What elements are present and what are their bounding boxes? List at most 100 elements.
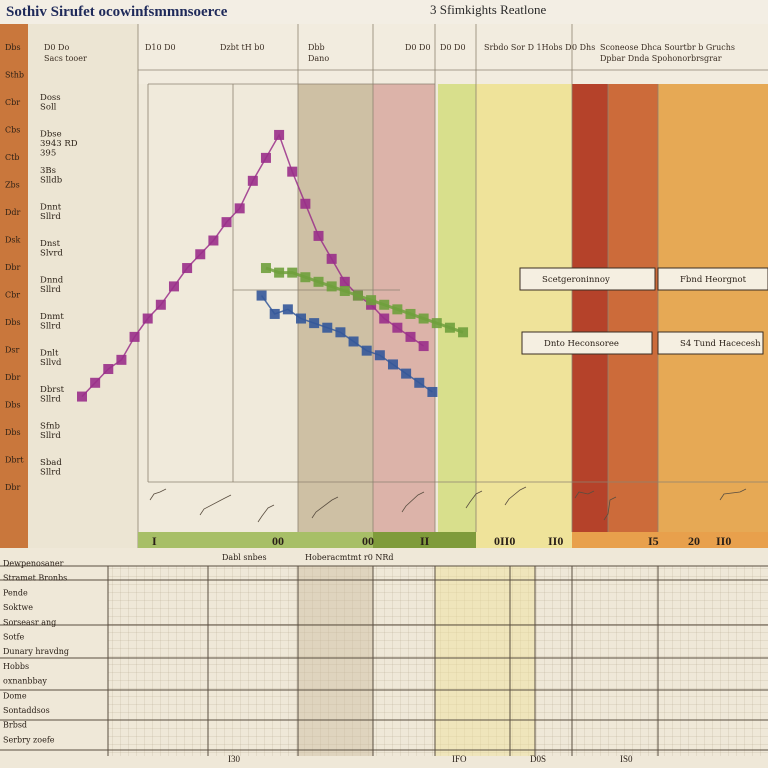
series-point (90, 377, 101, 388)
yaxis-label: Dnmt Sllrd (40, 312, 64, 332)
band-value-green (138, 532, 373, 548)
tick-mark (311, 496, 339, 519)
yaxis-label: Sfnb Sllrd (40, 422, 61, 442)
bottom-ticks (149, 486, 747, 523)
series-point (256, 290, 267, 301)
callouts: Scetgeroninnoy Fbnd Heorgnot Dnto Heconsor… (519, 267, 768, 355)
series-point (418, 341, 429, 352)
band-value: I (152, 534, 157, 548)
table-header-cell: Dabl snbes (222, 553, 267, 562)
sidebar-label: Cbr (5, 291, 20, 300)
band-value: I5 (648, 534, 659, 548)
series-point (379, 299, 390, 310)
series-point (361, 345, 372, 356)
series-point (387, 359, 398, 370)
band-subtitle: Dpbar Dnda Spohonorbrsgrar (600, 54, 722, 63)
table-row-label: Sorseasr ang (3, 618, 56, 627)
table-footer-cell: D0S (530, 754, 546, 764)
table-row-label: Dewpenosaner (3, 559, 64, 568)
series-point (326, 281, 337, 292)
band-value: 20 (688, 534, 700, 548)
tick-mark (603, 496, 617, 521)
sidebar (0, 24, 28, 548)
band-orange (658, 84, 768, 532)
series-point (401, 368, 412, 379)
table-highlight-yellow (435, 566, 535, 756)
sidebar-label: Dsk (5, 236, 21, 245)
band-yellow (476, 84, 572, 532)
series-point (313, 230, 324, 241)
top-labels: D0 Do D10 D0 Dzbt tH b0 Dbb D0 D0 D0 D0 Srbdo … (44, 43, 735, 52)
band-olive (438, 84, 476, 532)
table-row-label: oxnanbbay (3, 677, 47, 686)
band-value-orange (572, 532, 768, 548)
series-point (142, 313, 153, 324)
table-footer-cell: IFO (452, 754, 467, 764)
series-point (352, 290, 363, 301)
sidebar-label: Dbs (5, 401, 21, 410)
top-label: 0 Dhs (572, 43, 595, 52)
series-point (300, 272, 311, 283)
sidebar-label: Dsr (5, 346, 20, 355)
top-label: D0 Do (44, 43, 69, 52)
sidebar-label: Ctb (5, 153, 19, 162)
band-subtitle: Sacs tooer (44, 54, 87, 63)
series-point (182, 263, 193, 274)
series-point (77, 391, 87, 402)
series-point (155, 299, 166, 310)
header-strip (0, 0, 768, 24)
sidebar-label: Dbr (5, 373, 21, 382)
yaxis-labels: Doss Soll Dbse 3943 RD 395 3Bs Slldb Dnnt Sllrd D… (40, 93, 78, 478)
series-point (427, 386, 438, 397)
table-row-label: Hobbs (3, 662, 29, 671)
series-point (296, 313, 306, 324)
table-row-labels: Dewpenosaner Stramet Bronbs Pende Soktwe Sor… (3, 559, 69, 744)
band-value: II (420, 534, 430, 548)
series-point (313, 276, 324, 287)
series-point (374, 350, 385, 361)
table-footer-cell: IS0 (620, 754, 633, 764)
top-label: Sconeose Dhca Sourtbr b Gruchs (600, 43, 735, 52)
yaxis-label: Dnst Slvrd (40, 239, 63, 259)
yaxis-label: Dnlt Sllvd (40, 349, 62, 369)
tick-mark (504, 486, 527, 506)
series-point (326, 253, 337, 264)
sidebar-label: Cbr (5, 98, 20, 107)
tick-mark (149, 488, 167, 501)
band-red (572, 84, 608, 532)
tick-mark (465, 490, 483, 509)
band-value: 00 (362, 534, 374, 548)
series-point (405, 308, 416, 319)
sidebar-label: Ddr (5, 208, 21, 217)
sidebar-label: Dbrt (5, 456, 24, 465)
table-row-label: Sontaddsos (3, 706, 50, 715)
tick-mark (401, 491, 425, 513)
series-point (322, 322, 333, 333)
series-point (274, 129, 285, 140)
chart-title-right: 3 Sfimkights Reatlone (430, 2, 547, 17)
top-label: Srbdo Sor D 1Hobs D (484, 43, 572, 52)
callout-box (519, 267, 656, 291)
top-label-strip (138, 24, 768, 84)
table-row-label: Stramet Bronbs (3, 574, 67, 583)
sidebar-label: Zbs (5, 181, 20, 190)
table-lines (0, 565, 768, 756)
series-point (392, 304, 403, 315)
series-point (208, 235, 219, 246)
table-row-label: Dome (3, 691, 27, 700)
table-highlight-gray (298, 566, 373, 756)
sidebar-label: Dbr (5, 483, 21, 492)
sidebar-labels: Dbs Sthb Cbr Cbs Ctb Zbs Ddr Dsk Dbr Cbr Dbs Dsr Dbr… (5, 43, 24, 492)
tick-mark (574, 490, 595, 499)
series-point (339, 276, 350, 287)
series-point (195, 249, 206, 260)
series-point (414, 377, 425, 388)
callout-box (521, 331, 653, 355)
band-values: I 00 00 II 0II0 II0 I5 20 II0 (152, 534, 731, 548)
yaxis-label: Dbse 3943 RD 395 (40, 130, 78, 159)
series-point (269, 308, 280, 319)
yaxis-column (28, 24, 138, 548)
sidebar-label: Dbs (5, 43, 21, 52)
series-point (458, 327, 469, 338)
